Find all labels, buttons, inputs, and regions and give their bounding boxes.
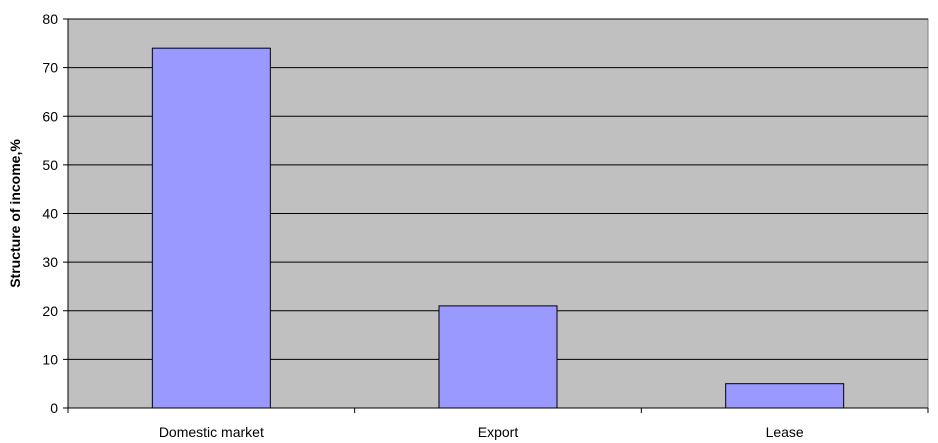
- y-tick-label: 10: [42, 351, 58, 367]
- axes: [63, 18, 929, 413]
- y-tick-label: 60: [42, 108, 58, 124]
- y-tick-label: 40: [42, 206, 58, 222]
- y-tick-label: 50: [42, 157, 58, 173]
- x-tick-label: Lease: [766, 424, 804, 440]
- x-tick-label: Export: [478, 424, 519, 440]
- x-tick-label: Domestic market: [159, 424, 264, 440]
- y-tick-label: 80: [42, 11, 58, 27]
- y-tick-label: 20: [42, 303, 58, 319]
- y-axis-title: Structure of income,%: [7, 139, 23, 288]
- y-tick-label: 0: [50, 400, 58, 416]
- bars: [151, 47, 845, 409]
- y-tick-label: 30: [42, 254, 58, 270]
- y-tick-label: 70: [42, 60, 58, 76]
- tick-labels: 0 10 20 30 40 50 60 70 80 Domestic market Export Le…: [42, 11, 804, 440]
- bar-lease: [725, 383, 845, 409]
- bar-domestic-market: [151, 47, 271, 409]
- bar-export: [438, 305, 558, 409]
